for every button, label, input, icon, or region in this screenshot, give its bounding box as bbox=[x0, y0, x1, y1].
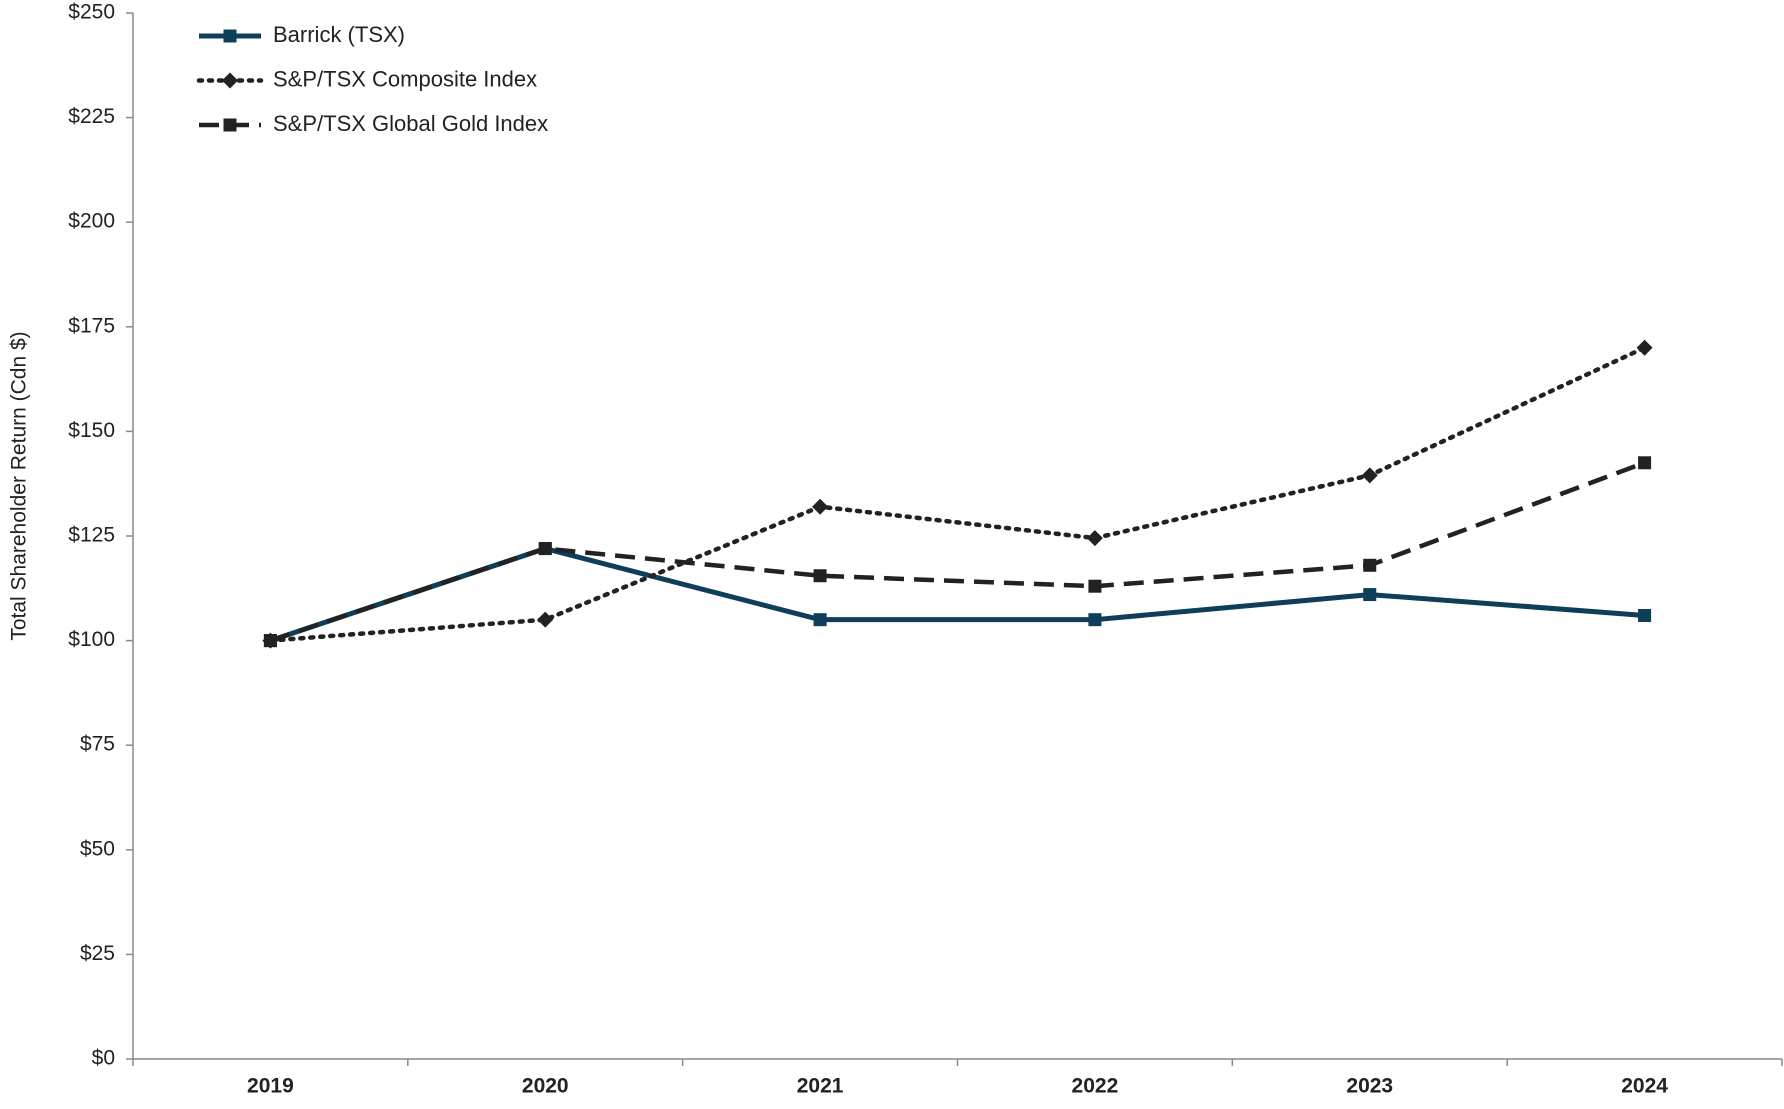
series-line bbox=[268, 345, 1647, 643]
y-tick-label: $100 bbox=[68, 628, 115, 651]
y-tick-label: $225 bbox=[68, 105, 115, 128]
marker bbox=[537, 611, 554, 628]
marker bbox=[1361, 467, 1378, 484]
marker bbox=[813, 613, 827, 627]
x-tick-label: 2022 bbox=[1072, 1075, 1119, 1098]
marker bbox=[812, 498, 829, 515]
series-line bbox=[269, 460, 1646, 643]
series-line bbox=[269, 546, 1645, 643]
y-tick-label: $0 bbox=[92, 1047, 115, 1070]
legend-label: S&P/TSX Composite Index bbox=[273, 66, 537, 91]
y-axis-title: Total Shareholder Return (Cdn $) bbox=[8, 331, 31, 640]
legend-marker bbox=[223, 29, 237, 43]
x-tick-label: 2020 bbox=[522, 1075, 569, 1098]
y-tick-label: $125 bbox=[68, 524, 115, 547]
marker bbox=[813, 569, 827, 583]
marker bbox=[1638, 456, 1652, 470]
y-tick-label: $175 bbox=[68, 314, 115, 337]
x-tick-label: 2024 bbox=[1621, 1075, 1668, 1098]
legend-label: S&P/TSX Global Gold Index bbox=[273, 111, 548, 136]
legend-marker bbox=[223, 118, 237, 132]
legend-marker bbox=[222, 72, 238, 89]
marker bbox=[1088, 579, 1102, 593]
marker bbox=[1363, 588, 1377, 602]
legend-label: Barrick (TSX) bbox=[273, 22, 405, 47]
y-tick-label: $200 bbox=[68, 210, 115, 233]
y-tick-label: $150 bbox=[68, 419, 115, 442]
marker bbox=[538, 542, 552, 556]
marker bbox=[1086, 530, 1103, 547]
x-tick-label: 2019 bbox=[247, 1075, 294, 1098]
marker bbox=[1636, 339, 1653, 356]
marker bbox=[1638, 608, 1652, 622]
y-tick-label: $250 bbox=[68, 1, 115, 24]
x-tick-label: 2021 bbox=[797, 1075, 844, 1098]
y-tick-label: $25 bbox=[80, 942, 115, 965]
marker bbox=[263, 634, 277, 648]
y-tick-label: $50 bbox=[80, 837, 115, 860]
marker bbox=[1088, 613, 1102, 627]
y-tick-label: $75 bbox=[80, 733, 115, 756]
x-tick-label: 2023 bbox=[1346, 1075, 1393, 1098]
marker bbox=[1363, 558, 1377, 572]
